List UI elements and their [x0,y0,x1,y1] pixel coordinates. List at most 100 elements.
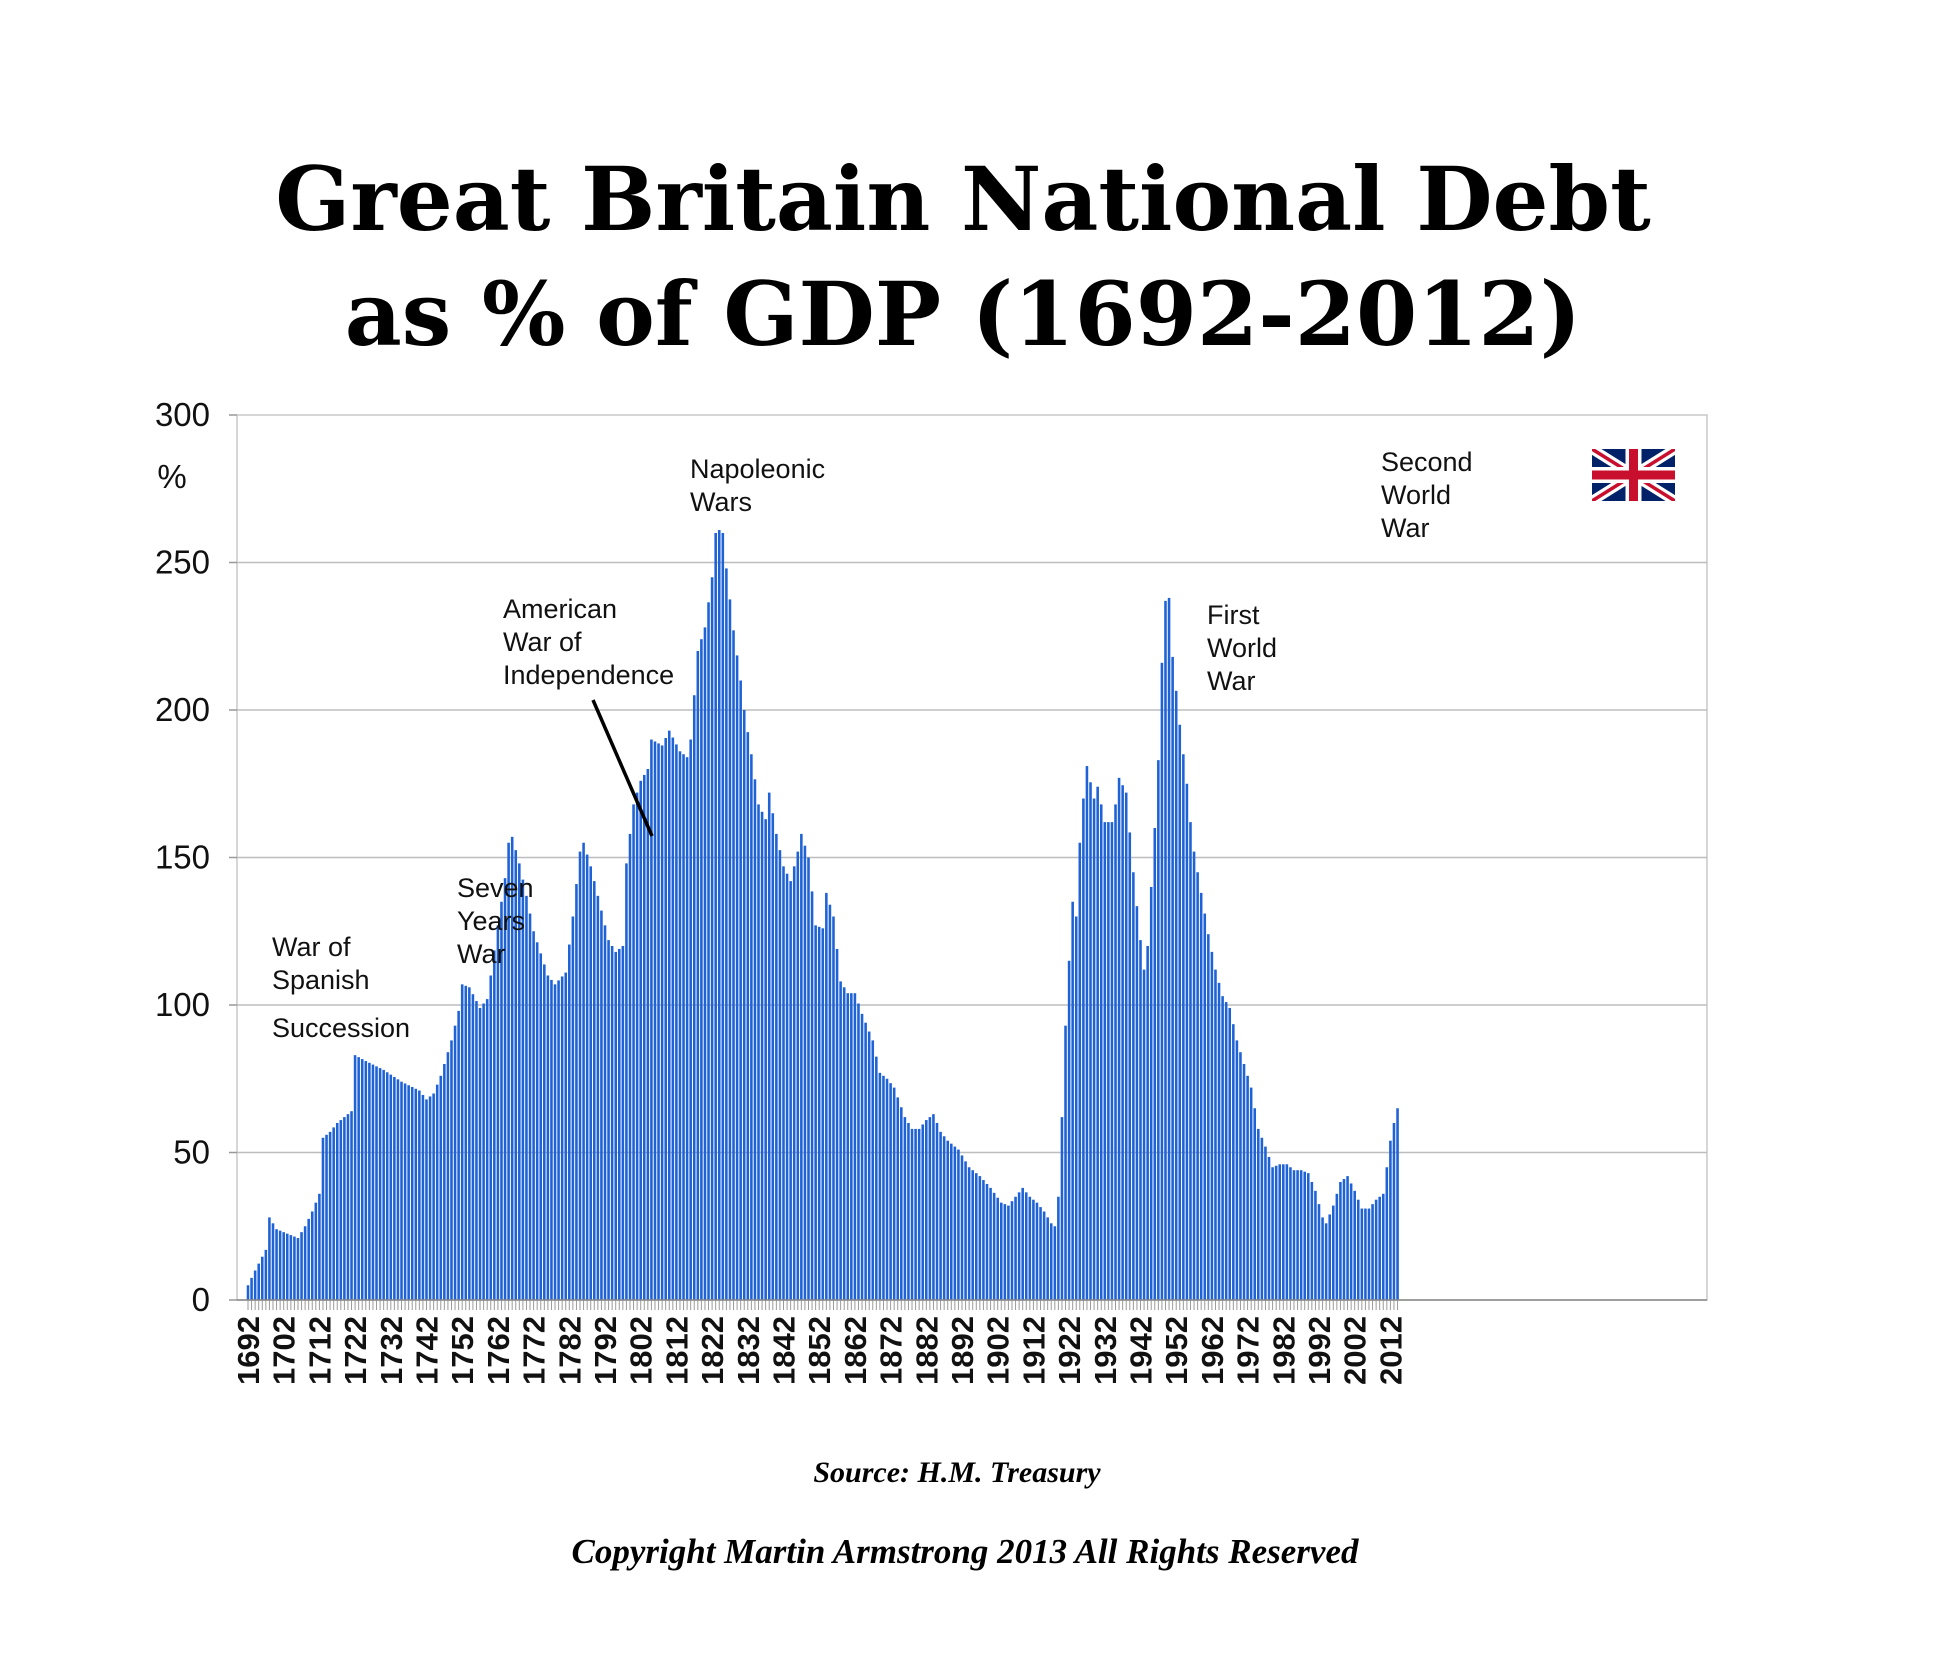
bar [725,568,728,1300]
bar [771,813,775,1300]
bar [560,976,564,1300]
bar [543,964,546,1300]
bar [1260,1137,1264,1300]
bar [618,948,621,1300]
bar [1064,1025,1067,1300]
bar [921,1124,925,1300]
bar [489,975,493,1300]
bar [503,878,507,1300]
y-tick-label: 250 [155,544,210,581]
bar [1139,940,1142,1300]
x-tick-label: 1842 [767,1316,802,1385]
bar [500,901,503,1300]
bar [667,730,671,1300]
x-tick-label: 1922 [1052,1316,1087,1385]
bar [910,1128,914,1300]
annotation-line: War [457,939,506,969]
bar [664,738,667,1300]
bar [882,1075,885,1300]
bar [657,743,660,1300]
bar [842,987,846,1300]
bar [1164,600,1167,1300]
x-tick-label: 1812 [659,1316,694,1385]
bar [625,863,628,1300]
bar [582,842,585,1300]
bar [1007,1205,1010,1300]
x-tick-label: 1822 [695,1316,730,1385]
bar [1253,1108,1257,1300]
bar [596,895,600,1300]
annotation-line: Years [457,906,525,936]
bar [767,792,771,1300]
bar [814,925,817,1300]
bar [257,1263,260,1300]
bar [568,944,571,1300]
bar [1282,1164,1285,1300]
bar [846,993,850,1300]
source-note: Source: H.M. Treasury [813,1456,1101,1489]
bar [825,892,828,1300]
annotation-napoleonic-wars: Napoleonic Wars [690,454,825,517]
bar [853,993,857,1300]
bar [703,627,707,1300]
bar [928,1117,932,1300]
bar [1246,1075,1249,1300]
bar [475,1001,478,1300]
bar [600,910,603,1300]
bar [760,811,764,1300]
bar [632,804,635,1300]
bar [1032,1199,1035,1300]
annotation-line: Seven [457,873,534,903]
bar [253,1270,257,1300]
x-tick-label: 2012 [1373,1316,1408,1385]
bar [357,1057,360,1300]
bar [1210,951,1214,1300]
bar [575,884,578,1300]
bar [410,1087,414,1300]
bar [635,792,639,1300]
bar [1182,754,1185,1300]
bar [1349,1183,1353,1300]
bar [1356,1199,1360,1300]
bar [382,1069,385,1300]
bar [999,1202,1003,1300]
bar [1010,1201,1014,1300]
bar [764,819,767,1300]
bar [817,926,821,1300]
bar [1307,1173,1310,1300]
bar [468,987,471,1300]
annotation-second-world-war: Second World War [1381,447,1473,543]
x-tick-label: 1832 [731,1316,766,1385]
bar [435,1084,439,1300]
y-tick-label: 0 [192,1281,210,1318]
bar [457,1010,460,1300]
bar [585,854,589,1300]
bar [946,1140,950,1300]
bar [707,602,710,1300]
bar [246,1285,250,1300]
bar [332,1127,335,1300]
bar [1199,892,1203,1300]
bar [978,1176,982,1300]
x-tick-label: 2002 [1338,1316,1373,1385]
x-tick-label: 1932 [1088,1316,1123,1385]
bar [982,1180,985,1300]
copyright-note: Copyright Martin Armstrong 2013 All Righ… [572,1532,1359,1571]
bar [710,577,714,1300]
bar [428,1096,432,1300]
bar [839,981,842,1300]
bar [1028,1196,1032,1300]
bar [864,1022,867,1300]
bar [1103,822,1107,1300]
bar [1289,1167,1292,1300]
bar [960,1155,964,1300]
bar [721,533,725,1300]
bar [432,1093,435,1300]
bar [571,916,575,1300]
bar [739,680,742,1300]
bar [1082,798,1085,1300]
annotation-line: War [1207,666,1256,696]
bar [507,842,510,1300]
bar [1067,960,1071,1300]
bar [1264,1146,1267,1300]
